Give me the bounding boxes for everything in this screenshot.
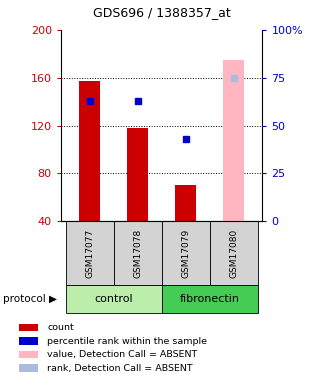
Text: GSM17078: GSM17078 xyxy=(133,228,142,278)
FancyBboxPatch shape xyxy=(66,221,114,285)
Text: control: control xyxy=(94,294,133,304)
Text: GDS696 / 1388357_at: GDS696 / 1388357_at xyxy=(93,6,230,19)
Bar xyxy=(19,351,38,358)
Text: GSM17077: GSM17077 xyxy=(85,228,94,278)
Bar xyxy=(175,185,196,221)
Bar xyxy=(19,324,38,331)
FancyBboxPatch shape xyxy=(210,221,258,285)
Text: GSM17080: GSM17080 xyxy=(229,228,238,278)
Bar xyxy=(79,81,100,221)
FancyBboxPatch shape xyxy=(114,221,162,285)
Bar xyxy=(127,128,148,221)
FancyBboxPatch shape xyxy=(66,285,162,313)
Text: count: count xyxy=(47,323,74,332)
Text: GSM17079: GSM17079 xyxy=(181,228,190,278)
Bar xyxy=(19,337,38,345)
Text: percentile rank within the sample: percentile rank within the sample xyxy=(47,336,207,345)
Text: fibronectin: fibronectin xyxy=(180,294,240,304)
Text: value, Detection Call = ABSENT: value, Detection Call = ABSENT xyxy=(47,350,197,359)
FancyBboxPatch shape xyxy=(162,285,258,313)
Bar xyxy=(19,364,38,372)
Bar xyxy=(223,60,244,221)
Text: rank, Detection Call = ABSENT: rank, Detection Call = ABSENT xyxy=(47,364,193,373)
Text: protocol ▶: protocol ▶ xyxy=(3,294,57,304)
FancyBboxPatch shape xyxy=(162,221,210,285)
